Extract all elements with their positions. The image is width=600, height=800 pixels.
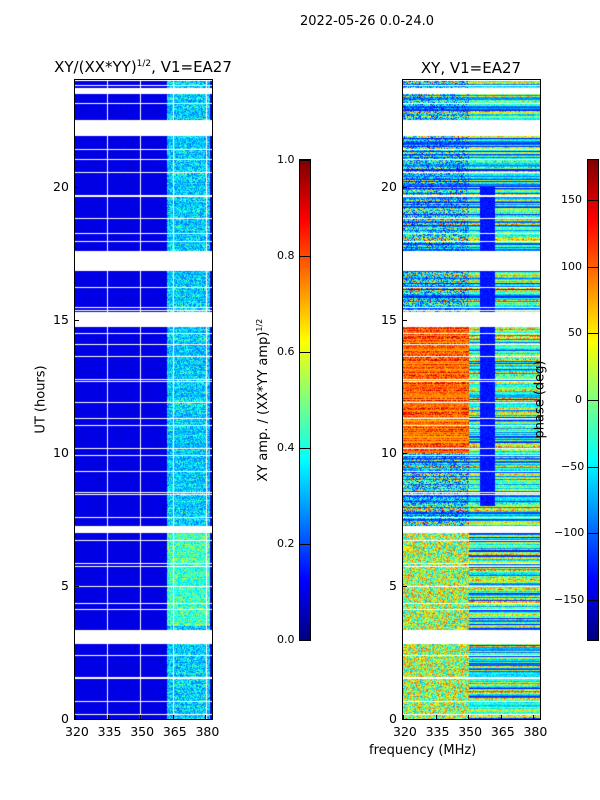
amplitude-colorbar-gradient: [300, 160, 310, 640]
left-y-tick-label: 5: [61, 577, 69, 593]
amp-colorbar-tick: [300, 544, 310, 545]
right-x-tick: [500, 715, 502, 719]
left-x-tick: [172, 715, 174, 719]
left-y-tick: [75, 585, 79, 587]
right-y-tick: [403, 319, 407, 321]
left-y-tick: [75, 719, 79, 720]
left-title-text: XY/(XX*YY): [54, 58, 137, 76]
left-x-tick: [205, 715, 207, 719]
amplitude-heatmap: [74, 79, 213, 720]
amp-colorbar-tick: [300, 448, 310, 449]
right-x-tick: [533, 715, 535, 719]
phase-colorbar-tick: [588, 600, 598, 601]
phase-heatmap-canvas: [403, 80, 540, 719]
phase-colorbar-tick: [588, 266, 598, 268]
amp-colorbar-tick-label: 0.6: [277, 345, 295, 358]
phase-colorbar-tick-label: −50: [561, 459, 585, 473]
right-y-tick: [403, 719, 407, 720]
left-x-tick: [140, 715, 142, 719]
phase-colorbar-tick-label: 50: [568, 326, 582, 340]
left-y-tick: [75, 452, 79, 454]
amp-colorbar-tick: [300, 160, 310, 161]
left-x-tick-label: 350: [130, 724, 155, 739]
right-x-tick-label: 320: [393, 724, 417, 739]
left-x-tick-label: 335: [97, 724, 122, 739]
phase-colorbar-tick: [588, 400, 598, 401]
amplitude-colorbar-label: XY amp. / (XX*YY amp)1/2: [255, 295, 271, 505]
right-x-tick-label: 365: [490, 724, 515, 739]
left-x-tick: [75, 715, 76, 719]
left-y-tick-label: 15: [53, 311, 69, 327]
right-y-tick: [403, 585, 407, 587]
right-y-tick: [403, 452, 407, 454]
right-y-tick-label: 0: [389, 711, 397, 726]
phase-colorbar-tick-label: 150: [561, 193, 582, 206]
left-x-tick-label: 380: [195, 724, 220, 739]
amplitude-colorbar: [299, 159, 311, 641]
left-plot-title: XY/(XX*YY)1/2, V1=EA27: [54, 58, 232, 76]
right-y-tick-label: 5: [389, 577, 397, 593]
phase-colorbar-tick: [588, 466, 598, 468]
left-x-tick-label: 365: [162, 724, 187, 739]
phase-colorbar-tick-label: 0: [575, 393, 582, 406]
phase-heatmap: [402, 79, 541, 720]
amp-colorbar-tick-label: 0.4: [277, 441, 295, 454]
left-title-sup: 1/2: [136, 59, 152, 69]
left-y-tick-label: 0: [61, 711, 69, 726]
phase-colorbar-tick: [588, 200, 598, 201]
left-y-tick-label: 20: [53, 178, 69, 194]
right-x-tick: [403, 715, 404, 719]
amp-cb-label-sup: 1/2: [254, 318, 264, 332]
left-x-tick: [107, 715, 109, 719]
left-y-tick: [75, 319, 79, 321]
left-title-suffix: , V1=EA27: [151, 58, 232, 76]
amp-cb-label-text: XY amp. / (XX*YY amp): [256, 331, 272, 482]
amp-colorbar-tick-label: 0.8: [277, 249, 295, 262]
amp-colorbar-tick: [300, 640, 310, 641]
amp-colorbar-tick-label: 0.2: [277, 537, 295, 550]
right-y-tick-label: 20: [381, 178, 397, 194]
phase-colorbar-label: phase (deg): [532, 360, 548, 439]
phase-colorbar-tick-label: 100: [561, 259, 582, 273]
left-x-tick-label: 320: [65, 724, 89, 739]
right-y-tick: [403, 186, 407, 188]
phase-colorbar-tick: [588, 333, 598, 335]
x-axis-label: frequency (MHz): [369, 743, 477, 758]
phase-colorbar-tick-label: −100: [554, 526, 585, 540]
right-x-tick: [435, 715, 437, 719]
right-x-tick: [468, 715, 470, 719]
amp-colorbar-tick-label: 1.0: [277, 153, 295, 166]
right-y-tick-label: 15: [381, 311, 397, 327]
amplitude-heatmap-canvas: [75, 80, 212, 719]
left-y-tick: [75, 186, 79, 188]
right-x-tick-label: 350: [458, 724, 483, 739]
right-x-tick-label: 380: [523, 724, 548, 739]
phase-colorbar-tick: [588, 533, 598, 535]
phase-colorbar-tick-label: −150: [554, 593, 585, 606]
right-plot-title: XY, V1=EA27: [420, 59, 522, 77]
right-y-tick-label: 10: [381, 444, 397, 460]
amp-colorbar-tick: [300, 256, 310, 257]
right-x-tick-label: 335: [425, 724, 450, 739]
suptitle: 2022-05-26 0.0-24.0: [300, 14, 434, 29]
left-y-tick-label: 10: [53, 444, 69, 460]
y-axis-label: UT (hours): [33, 365, 49, 434]
amp-colorbar-tick-label: 0.0: [277, 633, 295, 646]
amp-colorbar-tick: [300, 352, 310, 353]
